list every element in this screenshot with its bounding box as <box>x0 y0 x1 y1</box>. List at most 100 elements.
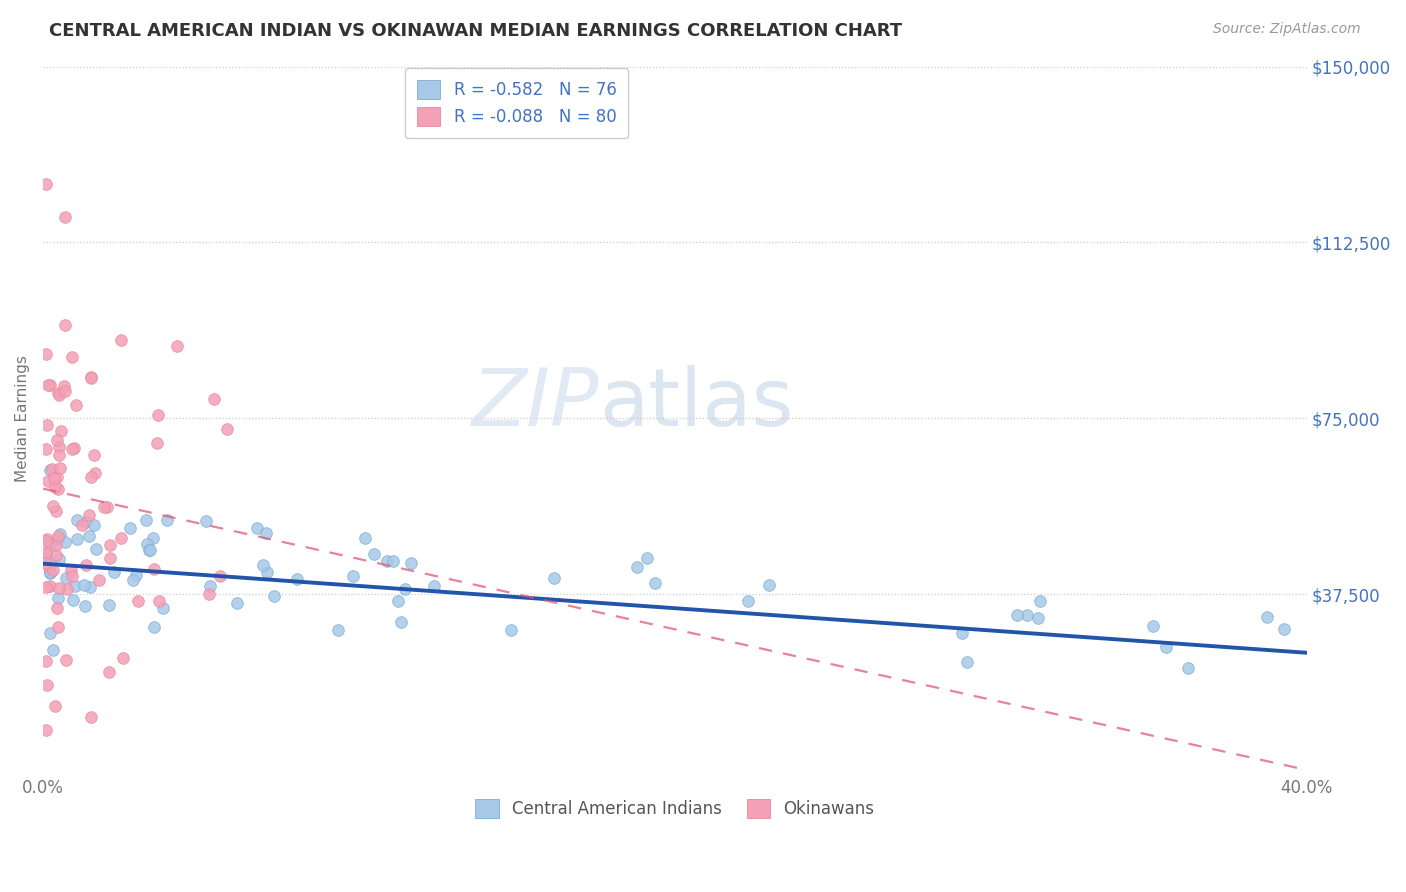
Point <box>136 537 159 551</box>
Point <box>62 592 84 607</box>
Point <box>950 625 973 640</box>
Point <box>252 558 274 572</box>
Point <box>363 547 385 561</box>
Point <box>80 470 103 484</box>
Point <box>60 563 83 577</box>
Point <box>246 521 269 535</box>
Point <box>44 480 66 494</box>
Point <box>98 538 121 552</box>
Point <box>423 579 446 593</box>
Point <box>1017 607 1039 622</box>
Point <box>79 370 101 384</box>
Text: atlas: atlas <box>599 365 793 443</box>
Point <box>217 422 239 436</box>
Point <box>285 572 308 586</box>
Point <box>60 442 83 456</box>
Point <box>73 578 96 592</box>
Point <box>97 665 120 679</box>
Point <box>200 579 222 593</box>
Y-axis label: Median Earnings: Median Earnings <box>15 355 30 482</box>
Point <box>84 466 107 480</box>
Point <box>70 517 93 532</box>
Point <box>98 550 121 565</box>
Point <box>38 566 60 581</box>
Point <box>38 625 60 640</box>
Point <box>1142 618 1164 632</box>
Point <box>118 520 141 534</box>
Point <box>84 541 107 556</box>
Point <box>35 417 58 432</box>
Point <box>53 378 76 392</box>
Point <box>35 546 58 560</box>
Point <box>110 333 132 347</box>
Point <box>79 529 101 543</box>
Point <box>143 619 166 633</box>
Point <box>38 566 60 580</box>
Point <box>148 593 170 607</box>
Point <box>89 573 111 587</box>
Point <box>35 442 58 457</box>
Point <box>75 558 97 573</box>
Point <box>142 562 165 576</box>
Point <box>152 600 174 615</box>
Point <box>35 534 58 549</box>
Point <box>35 346 58 360</box>
Point <box>63 579 86 593</box>
Point <box>394 582 416 597</box>
Point <box>65 399 87 413</box>
Point <box>96 500 118 514</box>
Point <box>46 529 69 543</box>
Point <box>66 532 89 546</box>
Point <box>48 388 70 402</box>
Point <box>35 723 58 738</box>
Point <box>499 623 522 637</box>
Point <box>80 710 103 724</box>
Text: Source: ZipAtlas.com: Source: ZipAtlas.com <box>1213 22 1361 37</box>
Point <box>37 678 59 692</box>
Point <box>139 542 162 557</box>
Point <box>56 582 79 596</box>
Point <box>55 571 77 585</box>
Point <box>45 600 67 615</box>
Point <box>46 591 69 605</box>
Point <box>35 177 58 191</box>
Point <box>60 568 83 582</box>
Point <box>194 514 217 528</box>
Point <box>83 518 105 533</box>
Point <box>35 580 58 594</box>
Point <box>93 500 115 514</box>
Point <box>103 565 125 579</box>
Point <box>49 527 72 541</box>
Point <box>354 531 377 545</box>
Point <box>53 210 76 224</box>
Point <box>42 499 65 513</box>
Point <box>387 593 409 607</box>
Point <box>1177 661 1199 675</box>
Point <box>1256 610 1278 624</box>
Point <box>37 378 59 392</box>
Point <box>45 434 67 448</box>
Point <box>53 318 76 332</box>
Point <box>166 339 188 353</box>
Point <box>112 651 135 665</box>
Point <box>53 384 76 398</box>
Point <box>80 371 103 385</box>
Point <box>48 440 70 454</box>
Point <box>77 508 100 522</box>
Text: CENTRAL AMERICAN INDIAN VS OKINAWAN MEDIAN EARNINGS CORRELATION CHART: CENTRAL AMERICAN INDIAN VS OKINAWAN MEDI… <box>49 22 903 40</box>
Point <box>38 556 60 570</box>
Point <box>48 551 70 566</box>
Point <box>127 593 149 607</box>
Point <box>41 461 63 475</box>
Point <box>1274 622 1296 636</box>
Point <box>202 392 225 407</box>
Point <box>35 556 58 570</box>
Point <box>956 656 979 670</box>
Point <box>263 589 285 603</box>
Point <box>55 653 77 667</box>
Point <box>145 436 167 450</box>
Point <box>46 533 69 547</box>
Point <box>46 620 69 634</box>
Point <box>97 599 120 613</box>
Point <box>381 554 404 568</box>
